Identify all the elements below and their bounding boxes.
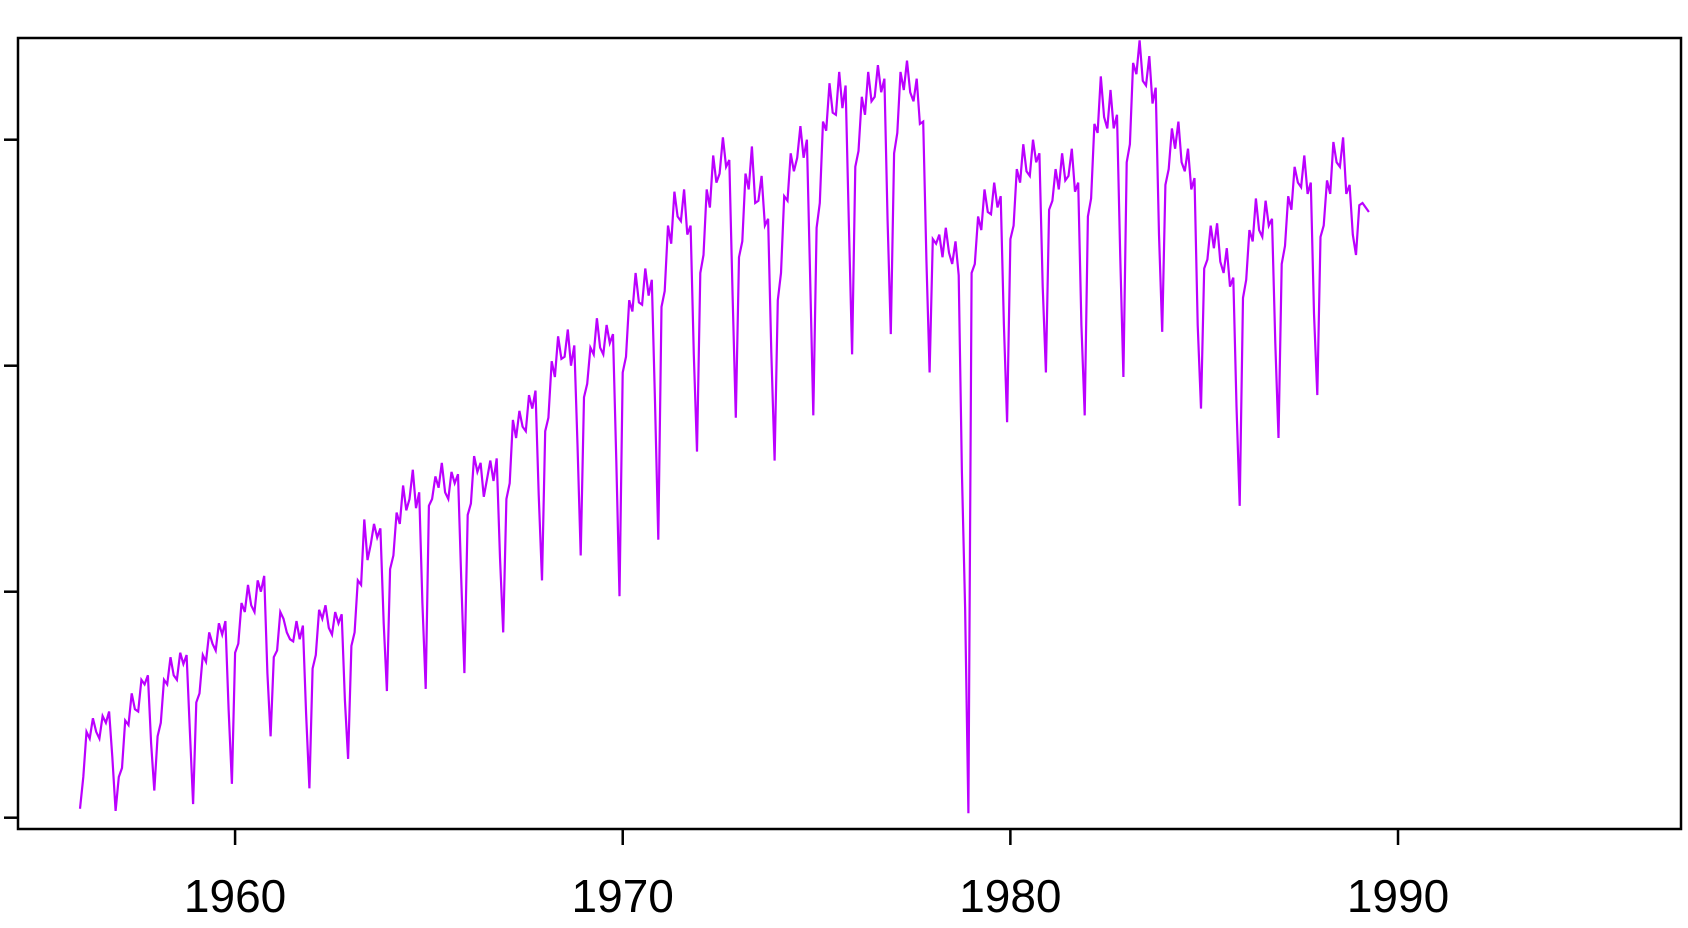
plot-frame (16, 36, 1683, 831)
x-tick-label: 1990 (1347, 870, 1449, 922)
x-tick-label: 1960 (184, 870, 286, 922)
series-line (78, 40, 1370, 814)
x-tick-label: 1970 (572, 870, 674, 922)
y-axis (4, 138, 18, 819)
x-axis: 1960 1970 1980 1990 (184, 829, 1449, 922)
x-tick-label: 1980 (959, 870, 1061, 922)
